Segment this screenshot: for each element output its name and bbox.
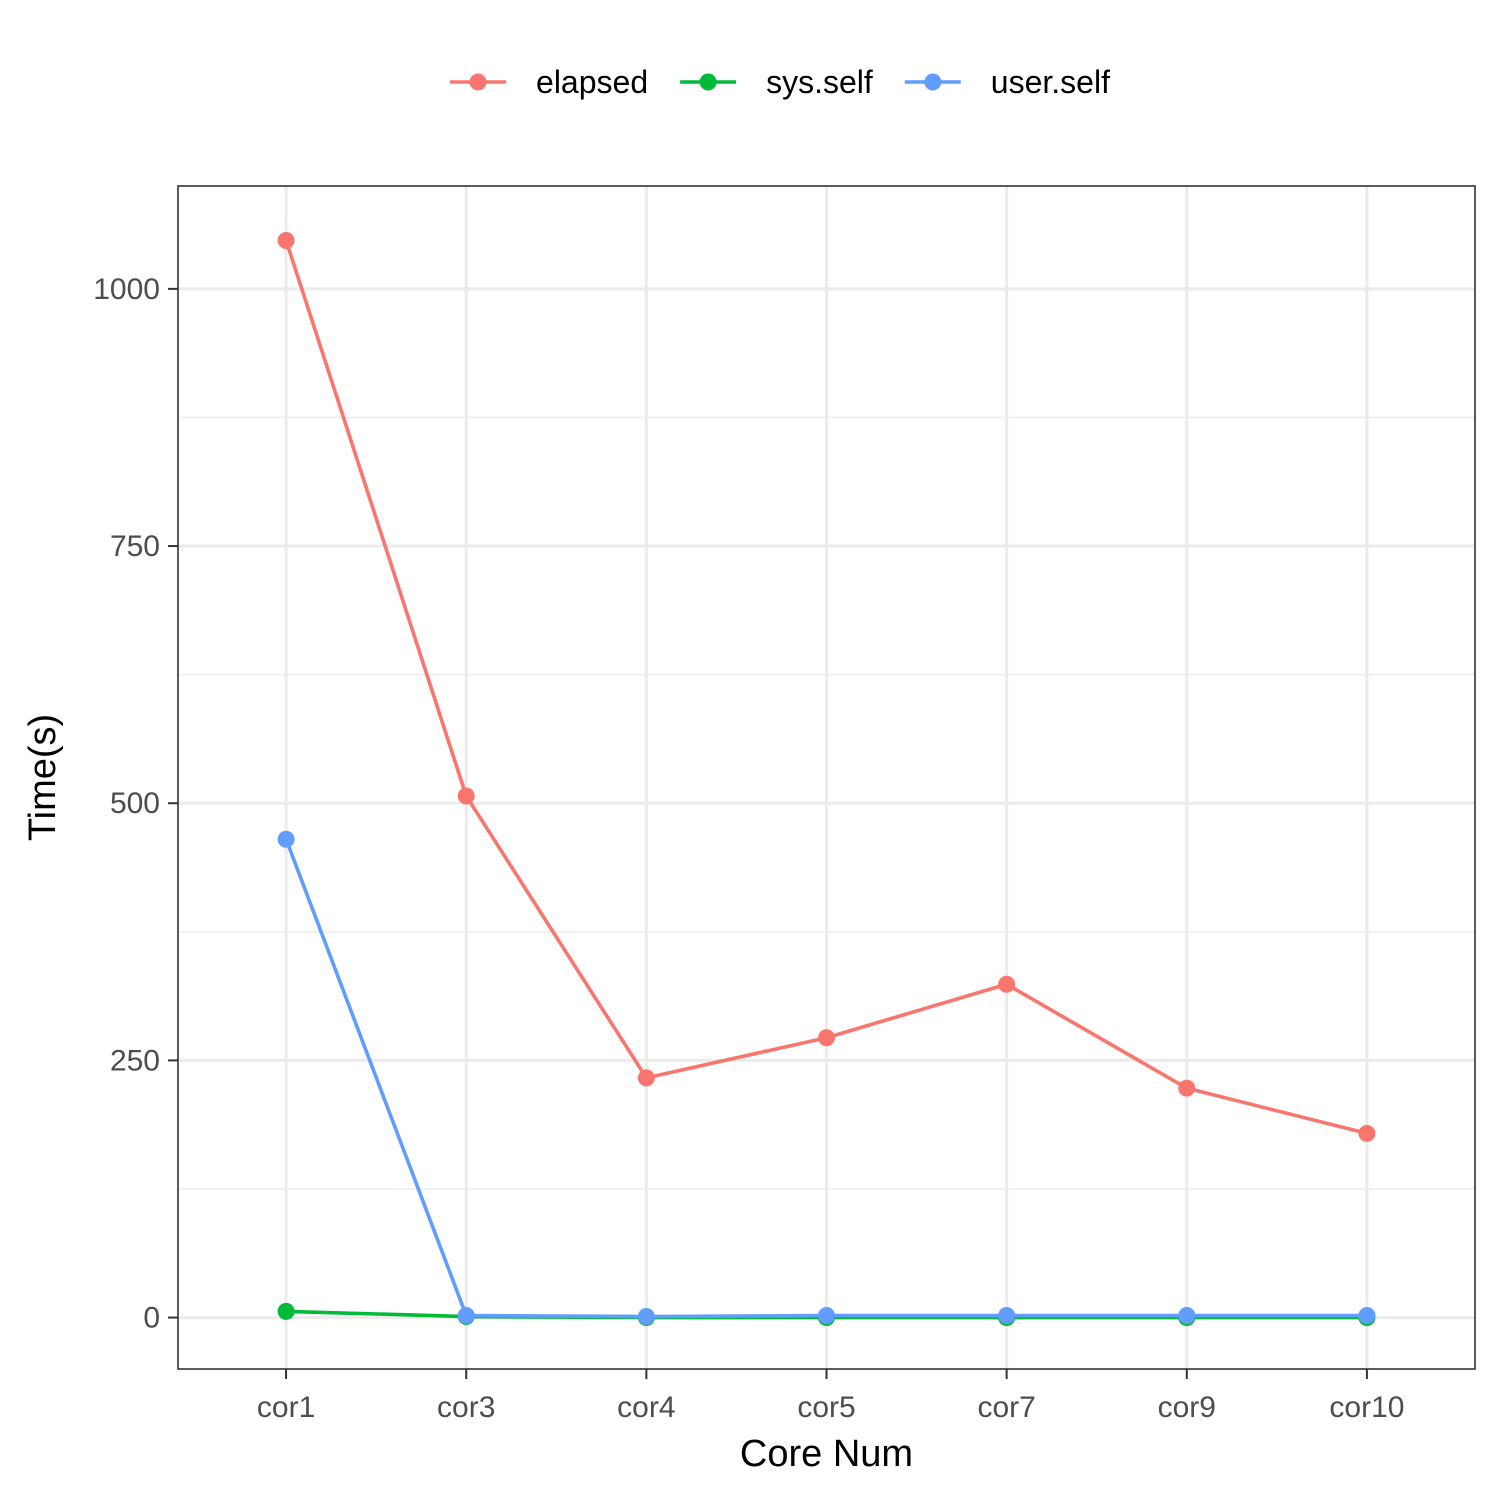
y-tick-label: 250 <box>110 1044 160 1077</box>
data-point <box>457 787 475 805</box>
x-tick-label: cor9 <box>1158 1391 1216 1424</box>
x-tick-label: cor4 <box>617 1391 675 1424</box>
y-axis-title: Time(s) <box>22 714 64 841</box>
legend-label: elapsed <box>536 64 648 100</box>
data-point <box>637 1308 655 1326</box>
series-user.self <box>277 830 1376 1326</box>
x-tick-label: cor10 <box>1329 1391 1404 1424</box>
data-point <box>998 1307 1016 1325</box>
x-axis: cor1 cor3 cor4 cor5 cor7 cor9 cor10 <box>257 1369 1404 1424</box>
data-point <box>1358 1307 1376 1325</box>
y-axis: 0 250 500 750 1000 <box>93 273 178 1335</box>
legend-label: user.self <box>991 64 1110 100</box>
y-tick-label: 500 <box>110 787 160 820</box>
x-tick-label: cor7 <box>977 1391 1035 1424</box>
x-axis-title: Core Num <box>740 1433 913 1475</box>
legend-key <box>450 73 507 91</box>
x-tick-label: cor1 <box>257 1391 315 1424</box>
legend-key <box>680 73 737 91</box>
data-point <box>998 975 1016 993</box>
data-point <box>277 1302 295 1320</box>
series-layer <box>277 232 1376 1327</box>
data-point <box>1358 1124 1376 1142</box>
legend-label: sys.self <box>766 64 873 100</box>
legend-key <box>904 73 961 91</box>
data-point <box>457 1307 475 1325</box>
legend: elapsed sys.self user.self <box>450 64 1110 100</box>
x-tick-label: cor3 <box>437 1391 495 1424</box>
data-point <box>277 232 295 250</box>
data-point <box>1178 1079 1196 1097</box>
data-point <box>1178 1307 1196 1325</box>
data-point <box>637 1069 655 1087</box>
data-point <box>818 1307 835 1325</box>
data-point <box>277 830 295 848</box>
x-tick-label: cor5 <box>797 1391 855 1424</box>
y-tick-label: 1000 <box>93 273 160 306</box>
gridlines <box>178 186 1475 1369</box>
series-elapsed <box>277 232 1376 1142</box>
y-tick-label: 0 <box>143 1302 160 1335</box>
data-point <box>818 1029 835 1047</box>
y-tick-label: 750 <box>110 530 160 563</box>
